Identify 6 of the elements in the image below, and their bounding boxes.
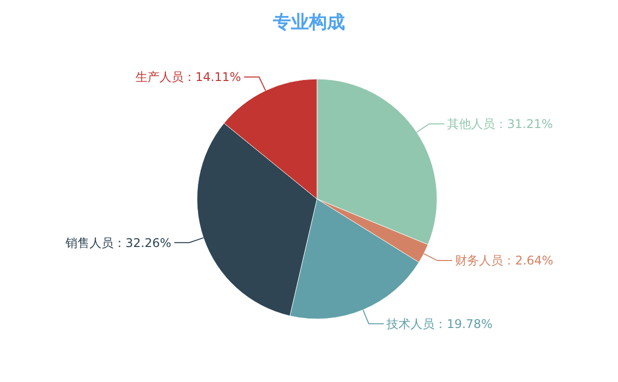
slice-label: 技术人员：19.78% bbox=[386, 316, 493, 331]
slice-label: 生产人员：14.11% bbox=[135, 70, 242, 84]
slice-label: 销售人员：32.26% bbox=[64, 236, 172, 250]
slice-label: 其他人员：31.21% bbox=[447, 117, 553, 132]
slice-label: 财务人员：2.64% bbox=[455, 254, 554, 268]
chart-title: 专业构成 bbox=[272, 12, 345, 33]
